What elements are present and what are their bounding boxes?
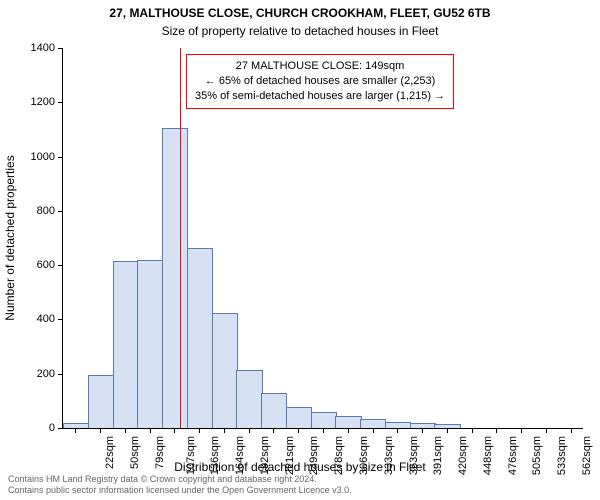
histogram-bar [236,370,262,428]
histogram-bar [212,313,238,428]
histogram-bar [162,128,188,428]
histogram-bar [261,393,287,428]
y-tick-label: 600 [37,259,63,271]
x-tick [150,428,151,433]
x-tick [571,428,572,433]
y-tick-label: 400 [37,313,63,325]
x-tick [273,428,274,433]
x-tick [323,428,324,433]
x-tick [521,428,522,433]
annotation-line-2: ← 65% of detached houses are smaller (2,… [195,74,445,89]
x-tick [125,428,126,433]
histogram-bar [137,260,163,428]
x-axis-label: Distribution of detached houses by size … [0,460,600,474]
x-tick [174,428,175,433]
x-tick [199,428,200,433]
histogram-bar [335,416,361,428]
footer-line-1: Contains HM Land Registry data © Crown c… [8,474,352,485]
x-tick [472,428,473,433]
x-tick [447,428,448,433]
histogram-chart: 27, MALTHOUSE CLOSE, CHURCH CROOKHAM, FL… [0,0,600,500]
y-tick-label: 1200 [31,96,63,108]
y-tick-label: 1000 [31,151,63,163]
x-tick [75,428,76,433]
y-tick-label: 0 [49,422,63,434]
x-tick [348,428,349,433]
histogram-bar [88,375,114,428]
y-tick-label: 800 [37,205,63,217]
footer-note: Contains HM Land Registry data © Crown c… [8,474,352,496]
x-tick [496,428,497,433]
x-tick [100,428,101,433]
histogram-bar [187,248,213,428]
x-tick [298,428,299,433]
annotation-box: 27 MALTHOUSE CLOSE: 149sqm ← 65% of deta… [186,54,454,109]
x-tick [422,428,423,433]
annotation-line-3: 35% of semi-detached houses are larger (… [195,89,445,104]
x-tick [224,428,225,433]
plot-area: 27 MALTHOUSE CLOSE: 149sqm ← 65% of deta… [62,48,583,429]
histogram-bar [311,412,337,428]
y-tick-label: 200 [37,368,63,380]
reference-line [180,48,181,428]
histogram-bar [113,261,139,428]
y-tick-label: 1400 [31,42,63,54]
chart-subtitle: Size of property relative to detached ho… [0,24,600,38]
histogram-bar [360,419,386,428]
histogram-bar [286,407,312,428]
x-tick [397,428,398,433]
footer-line-2: Contains public sector information licen… [8,485,352,496]
x-tick [373,428,374,433]
annotation-line-1: 27 MALTHOUSE CLOSE: 149sqm [195,59,445,74]
x-tick [249,428,250,433]
x-tick [546,428,547,433]
y-axis-label: Number of detached properties [3,155,17,320]
chart-title: 27, MALTHOUSE CLOSE, CHURCH CROOKHAM, FL… [0,6,600,20]
